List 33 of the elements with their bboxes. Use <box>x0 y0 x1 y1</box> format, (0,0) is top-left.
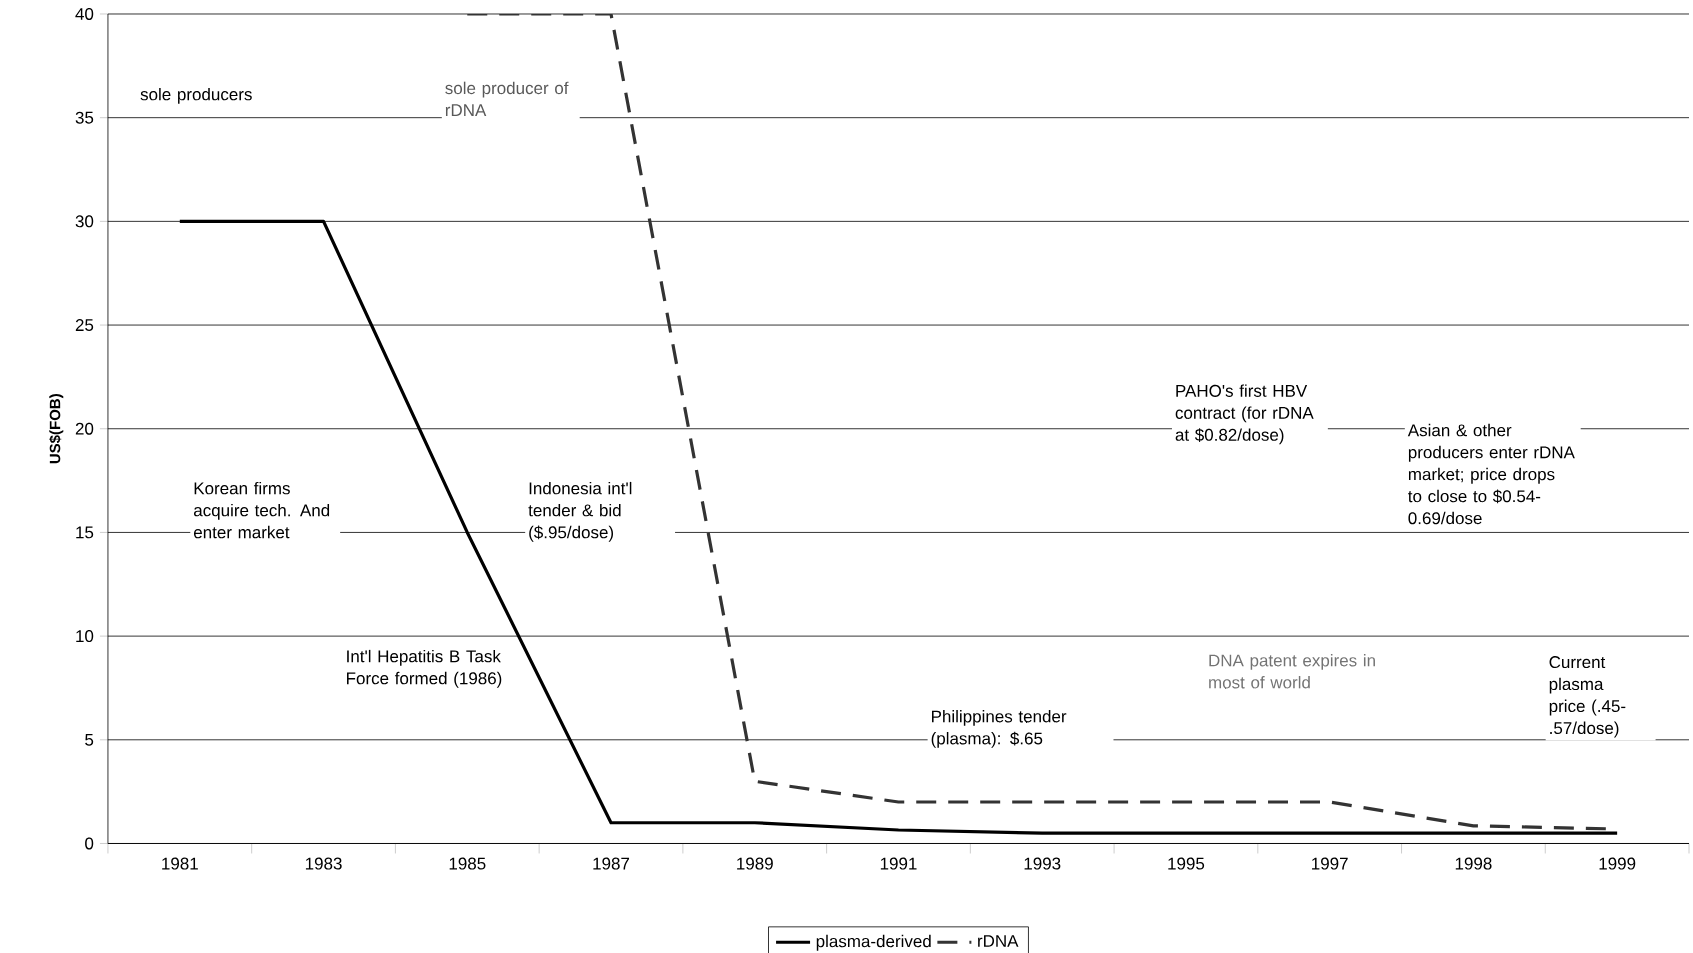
legend-label: plasma-derived <box>816 934 931 951</box>
y-tick-label: 5 <box>85 733 94 746</box>
x-tick-label: 1985 <box>449 857 486 870</box>
annotation: Asian & other producers enter rDNA market; price drops to close to $0.54-0.69/dose <box>1407 423 1575 525</box>
annotation: Korean firms acquire tech. And enter market <box>193 481 330 539</box>
x-tick-label: 1998 <box>1455 857 1492 870</box>
legend-label: rDNA <box>978 934 1019 947</box>
x-tick-label: 1983 <box>305 857 342 870</box>
x-tick-label: 1989 <box>737 857 773 870</box>
y-tick-label: 40 <box>75 7 94 20</box>
annotation: Current plasma price (.45-.57/dose) <box>1549 655 1626 738</box>
y-tick-label: 20 <box>75 422 94 435</box>
y-axis-title: US$(FOB) <box>49 393 64 464</box>
y-tick-label: 0 <box>85 837 94 850</box>
x-tick-label: 1999 <box>1599 857 1636 870</box>
y-tick-label: 10 <box>76 629 94 642</box>
x-tick-label: 1993 <box>1024 857 1061 870</box>
y-tick-label: 15 <box>76 526 94 539</box>
x-tick-label: 1991 <box>880 857 917 870</box>
annotation: PAHO's first HBV contract (for rDNA at $0.82/dose) <box>1175 384 1314 445</box>
y-tick-label: 30 <box>75 215 94 228</box>
y-tick-label: 25 <box>75 318 94 331</box>
y-tick-label: 35 <box>75 111 94 124</box>
annotation: Philippines tender (plasma): $.65 <box>931 709 1067 748</box>
annotation: sole producers <box>140 87 252 104</box>
x-tick-label: 1981 <box>162 857 198 870</box>
x-tick-label: 1995 <box>1168 857 1205 870</box>
annotation: sole producer of rDNA <box>445 81 569 116</box>
annotation: Int'l Hepatitis B Task Force formed (1986) <box>347 649 502 688</box>
x-tick-label: 1987 <box>593 857 630 870</box>
annotation: Indonesia int'l tender & bid ($.95/dose) <box>528 481 632 542</box>
x-tick-label: 1997 <box>1312 857 1348 870</box>
annotation: DNA patent expires in most of world <box>1209 653 1375 689</box>
